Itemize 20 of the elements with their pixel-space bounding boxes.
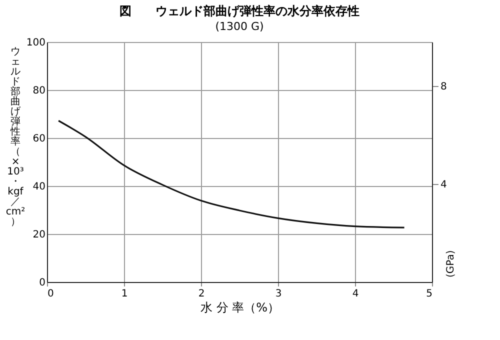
chart-title: 図 ウェルド部曲げ弾性率の水分率依存性 (120, 4, 360, 18)
y-tick-label: 60 (32, 134, 46, 144)
y-tick-label: 20 (32, 230, 46, 240)
x-tick-label: 3 (275, 288, 282, 300)
y2-axis-title: (GPa) (446, 250, 456, 278)
y-tick-label: 40 (32, 182, 46, 192)
y-tick-label: 100 (26, 38, 46, 48)
y2-tick-label: 4 (440, 180, 447, 191)
x-tick-label: 5 (426, 288, 432, 300)
line-series (58, 120, 406, 228)
y-tick-label: 80 (32, 86, 46, 96)
y-tick-label: 0 (39, 278, 46, 288)
text: ウェルド部曲げ弾性率（×10³・kgf／cm²） (6, 46, 26, 228)
chart-subtitle: (1300 G) (215, 20, 264, 33)
x-axis-title: 水 分 率（%） (200, 300, 280, 314)
x-tick-label: 4 (352, 288, 359, 300)
x-tick-label: 0 (48, 288, 54, 300)
x-tick-label: 1 (121, 288, 128, 300)
x-tick-label: 2 (198, 288, 205, 300)
y2-tick-label: 8 (440, 82, 447, 93)
